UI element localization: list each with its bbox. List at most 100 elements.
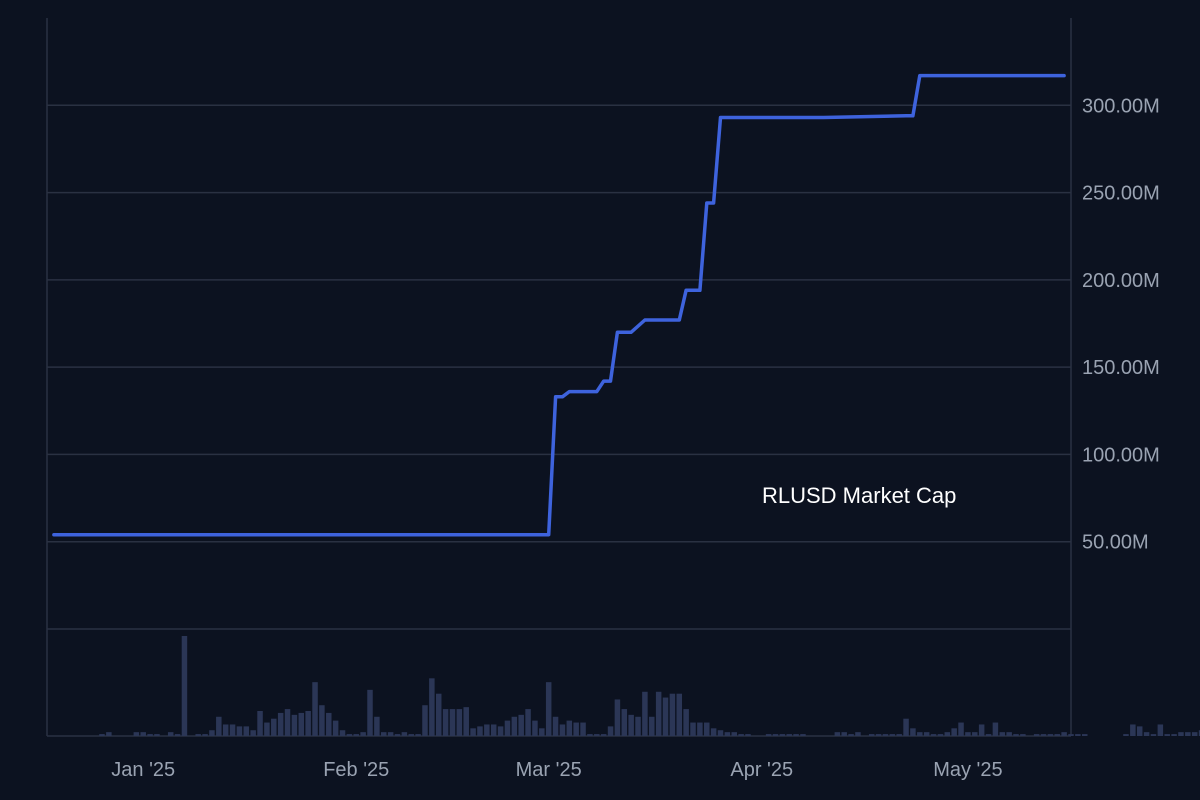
x-tick-label: Jan '25 (111, 759, 175, 781)
volume-bar (607, 726, 614, 736)
volume-bar (525, 709, 531, 736)
volume-bar (497, 726, 504, 736)
volume-bar (628, 714, 634, 736)
volume-bar (882, 734, 889, 736)
volume-bar (291, 714, 298, 736)
volume-bar (539, 728, 545, 736)
volume-bar (222, 724, 229, 736)
volume-bar (1164, 734, 1170, 736)
volume-bar (868, 734, 875, 736)
volume-bar (793, 734, 799, 736)
volume-bar (697, 722, 703, 736)
x-tick-label: Apr '25 (730, 759, 793, 781)
volume-bar (559, 724, 566, 736)
volume-bar (394, 734, 401, 736)
volume-bar (1054, 734, 1061, 736)
volume-bar (229, 724, 236, 736)
volume-bar (889, 734, 896, 736)
volume-bar (772, 734, 779, 736)
volume-bar (642, 691, 648, 736)
volume-bar (903, 718, 909, 736)
volume-bar (875, 734, 882, 736)
volume-bar (271, 718, 277, 736)
volume-bar (600, 734, 607, 736)
volume-bar (690, 722, 696, 736)
volume-bar (1033, 734, 1040, 736)
volume-bar (381, 732, 387, 736)
volume-bar (456, 709, 463, 736)
volume-bar (1040, 734, 1047, 736)
volume-bar (1047, 734, 1054, 736)
y-axis-ticks: 50.00M 100.00M 150.00M 200.00M 250.00M 300.00… (1082, 95, 1160, 553)
volume-bar (147, 734, 153, 736)
volume-bar (786, 734, 792, 736)
volume-bar (470, 728, 476, 736)
volume-bar (779, 734, 786, 736)
volume-bar (319, 705, 325, 736)
volume-bar (965, 732, 971, 736)
volume-bar (133, 732, 140, 736)
volume-bar (958, 722, 964, 736)
volume-bar (992, 722, 999, 736)
volume-bar (284, 709, 291, 736)
volume-bar (937, 734, 944, 736)
volume-bar (174, 734, 181, 736)
volume-bar (552, 716, 559, 736)
volume-bar (717, 730, 724, 736)
volume-bar (841, 732, 847, 736)
volume-bar (1198, 730, 1200, 736)
volume-bar (435, 693, 442, 736)
x-axis-ticks: Jan '25 Feb '25 Mar '25 Apr '25 May '25 (111, 759, 1002, 781)
market-cap-series (52, 73, 1066, 537)
volume-bar (243, 726, 250, 736)
volume-bar (167, 732, 174, 736)
volume-bar (326, 712, 332, 736)
volume-bar (765, 734, 772, 736)
volume-bar (298, 712, 305, 736)
volume-bar (532, 720, 538, 736)
volume-bar (181, 636, 188, 736)
volume-bar (1075, 734, 1081, 736)
volume-bar (236, 726, 243, 736)
volume-bar (800, 734, 806, 736)
volume-bar (264, 722, 270, 736)
volume-bar (209, 730, 215, 736)
volume-bar (1130, 724, 1136, 736)
volume-bar (518, 714, 524, 736)
volume-bar (449, 709, 456, 736)
volume-bar (917, 732, 923, 736)
volume-bar (724, 732, 731, 736)
volume-bar (545, 682, 552, 736)
series-annotation: RLUSD Market Cap (762, 483, 956, 508)
volume-bar (669, 693, 676, 736)
volume-bar (360, 732, 366, 736)
y-tick-label: 150.00M (1082, 357, 1160, 379)
volume-bar (944, 732, 951, 736)
volume-bar (1020, 734, 1026, 736)
volume-bar (923, 732, 930, 736)
volume-bar (511, 716, 518, 736)
volume-bar (580, 722, 586, 736)
volume-bar (683, 709, 689, 736)
volume-bar (676, 693, 683, 736)
volume-bar (154, 734, 160, 736)
volume-bar (442, 709, 449, 736)
volume-bar (1191, 732, 1198, 736)
volume-bar (978, 724, 985, 736)
volume-bar (202, 734, 208, 736)
volume-bar (106, 732, 112, 736)
volume-bar (731, 732, 737, 736)
volume-bar (429, 678, 435, 736)
volume-bar (490, 724, 497, 736)
volume-bar (374, 716, 380, 736)
volume-bar (408, 734, 414, 736)
volume-bar (401, 732, 408, 736)
y-tick-label: 200.00M (1082, 270, 1160, 292)
volume-bar (346, 734, 353, 736)
volume-bar (594, 734, 600, 736)
volume-bar (834, 732, 841, 736)
volume-bar (1143, 732, 1150, 736)
volume-bar (1123, 734, 1129, 736)
